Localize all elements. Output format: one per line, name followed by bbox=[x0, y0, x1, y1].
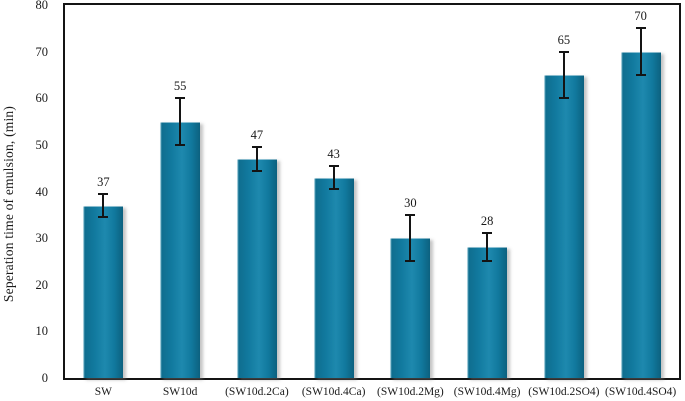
bar bbox=[620, 51, 661, 378]
error-bar-cap bbox=[405, 213, 416, 216]
error-bar-cap bbox=[98, 216, 109, 219]
category-label: SW bbox=[94, 386, 112, 398]
bar-value-label: 70 bbox=[634, 9, 647, 24]
error-bar-cap bbox=[98, 192, 109, 195]
error-bar-line bbox=[332, 165, 335, 190]
category-label: (SW10d.2SO4) bbox=[528, 386, 600, 398]
error-bar-line bbox=[409, 214, 412, 262]
bar bbox=[313, 177, 354, 378]
category-label: (SW10d.2Mg) bbox=[376, 386, 444, 398]
y-tick-label: 80 bbox=[35, 0, 49, 12]
error-bar-cap bbox=[175, 97, 186, 100]
bar bbox=[467, 247, 508, 378]
y-tick-label: 30 bbox=[35, 231, 49, 246]
bar-value-label: 55 bbox=[173, 79, 187, 94]
bar-slot: 65 (SW10d.2SO4) bbox=[526, 5, 603, 398]
error-bar-cap bbox=[558, 50, 569, 53]
error-bar-line bbox=[102, 193, 105, 218]
y-tick-label: 0 bbox=[41, 371, 48, 385]
bar-value-label: 28 bbox=[480, 214, 494, 229]
error-bar-line bbox=[562, 51, 565, 99]
error-bar-line bbox=[179, 98, 182, 145]
category-label: (SW10d.4Ca) bbox=[301, 386, 366, 398]
bars-container: 37 SW 55 SW10d 47 (SW10d.2Ca) 43 (SW10d.4Ca) 30 (… bbox=[65, 5, 679, 398]
category-label: (SW10d.2Ca) bbox=[225, 386, 289, 398]
bar bbox=[83, 205, 124, 378]
bar-slot: 30 (SW10d.2Mg) bbox=[372, 5, 449, 398]
bar-value-label: 37 bbox=[97, 174, 110, 189]
error-bar-cap bbox=[482, 260, 493, 263]
bar-slot: 28 (SW10d.4Mg) bbox=[449, 5, 526, 398]
error-bar-cap bbox=[558, 97, 569, 100]
error-bar-cap bbox=[635, 73, 646, 76]
y-tick-label: 70 bbox=[35, 44, 49, 59]
bar bbox=[236, 158, 277, 378]
y-tick-label: 40 bbox=[35, 184, 49, 199]
bar-slot: 43 (SW10d.4Ca) bbox=[295, 5, 372, 398]
y-axis-tick-labels: 0 10 20 30 40 50 60 70 80 bbox=[0, 0, 56, 401]
bar bbox=[543, 74, 584, 378]
y-tick-label: 10 bbox=[35, 324, 49, 339]
plot-area: 37 SW 55 SW10d 47 (SW10d.2Ca) 43 (SW10d.4Ca) 30 (… bbox=[63, 3, 681, 398]
error-bar-cap bbox=[328, 164, 339, 167]
error-bar-line bbox=[639, 28, 642, 75]
error-bar-line bbox=[486, 233, 489, 262]
error-bar-cap bbox=[175, 143, 186, 146]
category-label: (SW10d.4SO4) bbox=[605, 386, 677, 398]
bar-value-label: 30 bbox=[404, 195, 417, 210]
bar bbox=[160, 121, 201, 378]
category-label: SW10d bbox=[162, 386, 198, 398]
bar-slot: 47 (SW10d.2Ca) bbox=[219, 5, 296, 398]
error-bar-cap bbox=[482, 232, 493, 235]
bar-slot: 55 SW10d bbox=[142, 5, 219, 398]
error-bar-cap bbox=[328, 188, 339, 191]
error-bar-cap bbox=[251, 146, 262, 149]
bar-slot: 37 SW bbox=[65, 5, 142, 398]
bar-value-label: 65 bbox=[557, 32, 571, 47]
error-bar-line bbox=[255, 147, 258, 171]
y-tick-label: 20 bbox=[35, 277, 49, 292]
bar-value-label: 43 bbox=[327, 146, 340, 161]
bar-value-label: 47 bbox=[250, 128, 264, 143]
bar-slot: 70 (SW10d.4SO4) bbox=[602, 5, 679, 398]
error-bar-cap bbox=[405, 260, 416, 263]
error-bar-cap bbox=[635, 27, 646, 30]
y-tick-label: 50 bbox=[35, 137, 49, 152]
error-bar-cap bbox=[251, 169, 262, 172]
y-tick-label: 60 bbox=[35, 91, 49, 106]
category-label: (SW10d.4Mg) bbox=[453, 386, 521, 398]
